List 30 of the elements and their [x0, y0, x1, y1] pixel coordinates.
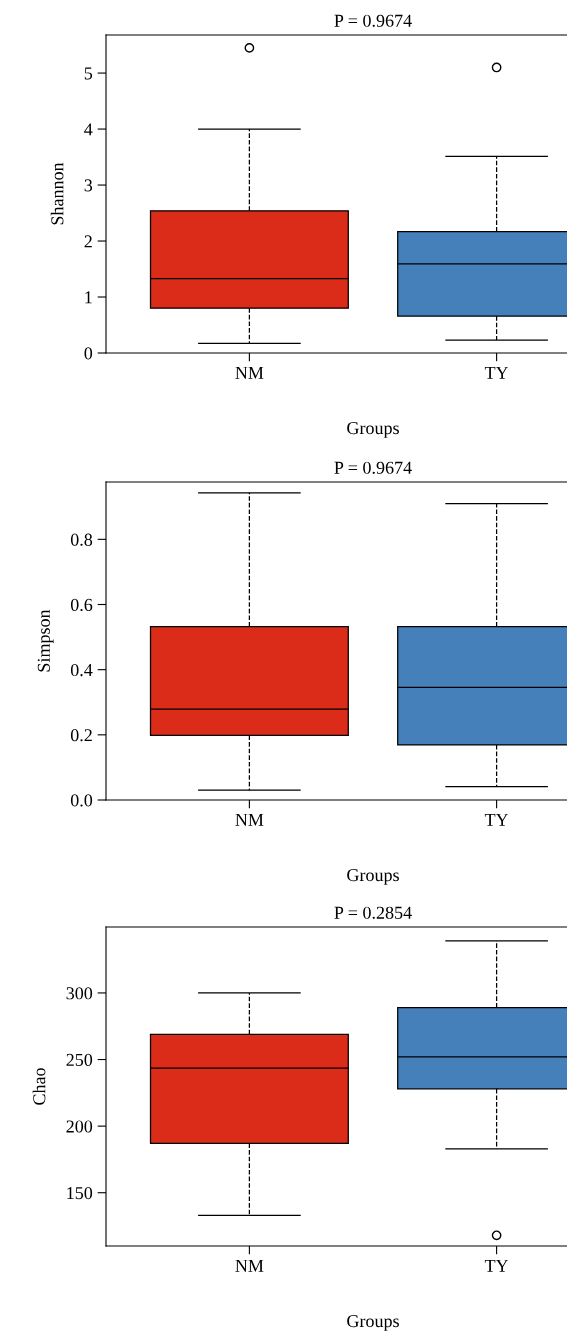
y-axis-title: Shannon	[50, 162, 64, 225]
y-tick-label: 0.6	[70, 598, 93, 612]
y-tick-label: 1	[85, 291, 92, 304]
y-axis-title: Chao	[32, 1068, 46, 1105]
y-tick-label: 5	[84, 67, 93, 80]
x-tick-label: TY	[484, 1259, 509, 1272]
y-tick-label: 200	[66, 1120, 93, 1133]
x-tick-label: TY	[484, 366, 509, 379]
x-tick-label: NM	[235, 813, 264, 826]
y-tick-label: 0.4	[70, 663, 93, 677]
chart-title: P = 0.9674	[334, 461, 412, 474]
y-tick-label: 4	[84, 123, 93, 136]
y-tick-label: 300	[66, 987, 93, 1000]
y-tick-label: 0.0	[70, 794, 93, 807]
x-tick-label: NM	[235, 1259, 264, 1272]
chart-title: P = 0.9674	[334, 14, 412, 27]
x-axis-title: Groups	[347, 1315, 399, 1331]
y-tick-label: 0.2	[70, 729, 92, 742]
y-axis-title: Simpson	[37, 609, 54, 672]
y-tick-label: 150	[67, 1186, 93, 1200]
x-axis-title: Groups	[347, 869, 399, 885]
y-tick-label: 0.8	[70, 533, 93, 546]
x-tick-label: NM	[235, 366, 264, 379]
x-tick-label: TY	[484, 813, 509, 826]
y-tick-label: 0	[84, 347, 93, 360]
chart-title: P = 0.2854	[334, 906, 412, 919]
x-axis-title: Groups	[347, 422, 399, 438]
y-tick-label: 250	[66, 1053, 93, 1066]
y-tick-label: 2	[84, 235, 92, 248]
y-tick-label: 3	[84, 179, 93, 192]
